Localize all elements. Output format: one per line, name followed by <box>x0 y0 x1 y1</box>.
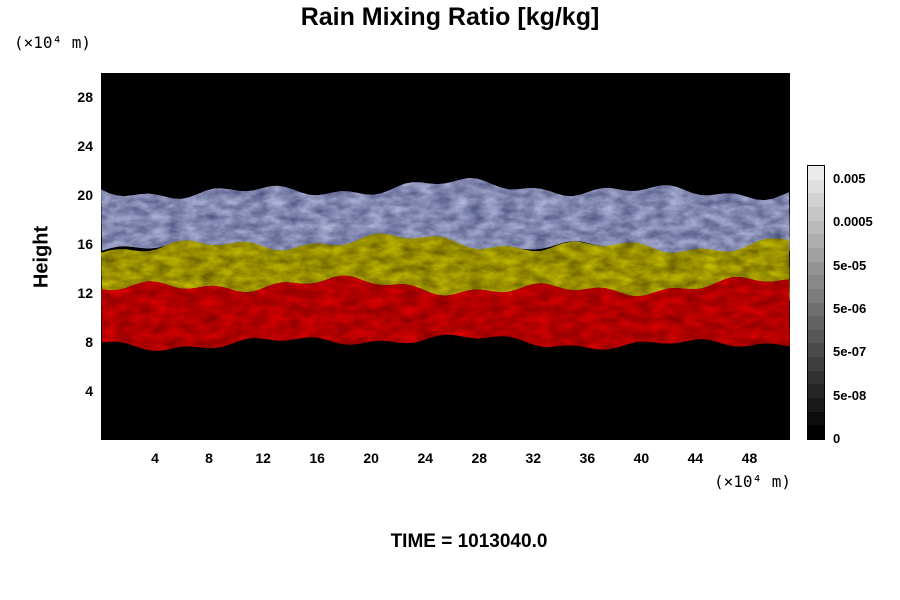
colorbar <box>807 165 825 440</box>
colorbar-level <box>808 302 824 317</box>
heatmap-canvas <box>101 73 790 440</box>
colorbar-label: 0 <box>833 431 841 446</box>
y-tick-label: 8 <box>85 334 93 351</box>
colorbar-level <box>808 206 824 222</box>
colorbar-level <box>808 261 824 276</box>
x-tick-label: 48 <box>741 450 758 466</box>
colorbar-level <box>808 316 824 331</box>
x-tick-label: 24 <box>417 450 434 466</box>
y-tick-label: 20 <box>77 187 93 204</box>
y-axis-label: Height <box>30 225 53 289</box>
colorbar-label: 5e-06 <box>833 301 867 316</box>
colorbar-level <box>808 234 824 249</box>
colorbar-label: 5e-08 <box>833 387 867 403</box>
colorbar-label: 0.005 <box>833 171 866 186</box>
colorbar-level <box>808 329 824 344</box>
y-axis-unit: (×10⁴ m) <box>14 33 92 52</box>
y-tick-label: 24 <box>77 138 93 155</box>
x-tick-label: 32 <box>525 450 542 466</box>
x-tick-label: 16 <box>309 450 325 466</box>
band-white-blue <box>101 177 790 260</box>
colorbar-level <box>808 220 824 235</box>
colorbar-level <box>808 179 824 194</box>
x-tick-label: 20 <box>363 450 379 466</box>
x-tick-label: 44 <box>687 450 704 466</box>
colorbar-level <box>808 193 824 208</box>
x-tick-label: 4 <box>151 450 159 466</box>
colorbar-level <box>808 247 824 263</box>
colorbar-level <box>808 398 824 413</box>
y-tick-label: 12 <box>77 285 93 302</box>
colorbar-level <box>808 288 824 303</box>
colorbar-level <box>808 384 824 399</box>
x-axis-unit: (×10⁴ m) <box>714 472 792 491</box>
colorbar-label: 5e-05 <box>833 257 867 273</box>
x-tick-label: 8 <box>205 450 213 466</box>
x-tick-label: 12 <box>255 450 271 466</box>
x-tick-label: 40 <box>633 450 650 466</box>
colorbar-level <box>808 425 824 440</box>
colorbar-level <box>808 275 824 290</box>
y-tick-label: 28 <box>77 89 93 106</box>
colorbar-level <box>808 166 824 181</box>
colorbar-level <box>808 370 824 385</box>
x-tick-label: 28 <box>471 450 488 466</box>
y-tick-label: 16 <box>77 236 93 253</box>
colorbar-level <box>808 357 824 372</box>
time-label: TIME = 1013040.0 <box>390 531 548 552</box>
colorbar-label: 0.0005 <box>833 214 873 230</box>
plot-area <box>101 73 790 440</box>
y-tick-label: 4 <box>85 383 93 400</box>
colorbar-level <box>808 343 824 358</box>
chart-title: Rain Mixing Ratio [kg/kg] <box>300 3 600 31</box>
colorbar-level <box>808 411 824 426</box>
band-red <box>101 275 790 351</box>
x-tick-label: 36 <box>579 450 596 466</box>
colorbar-label: 5e-07 <box>833 344 867 360</box>
